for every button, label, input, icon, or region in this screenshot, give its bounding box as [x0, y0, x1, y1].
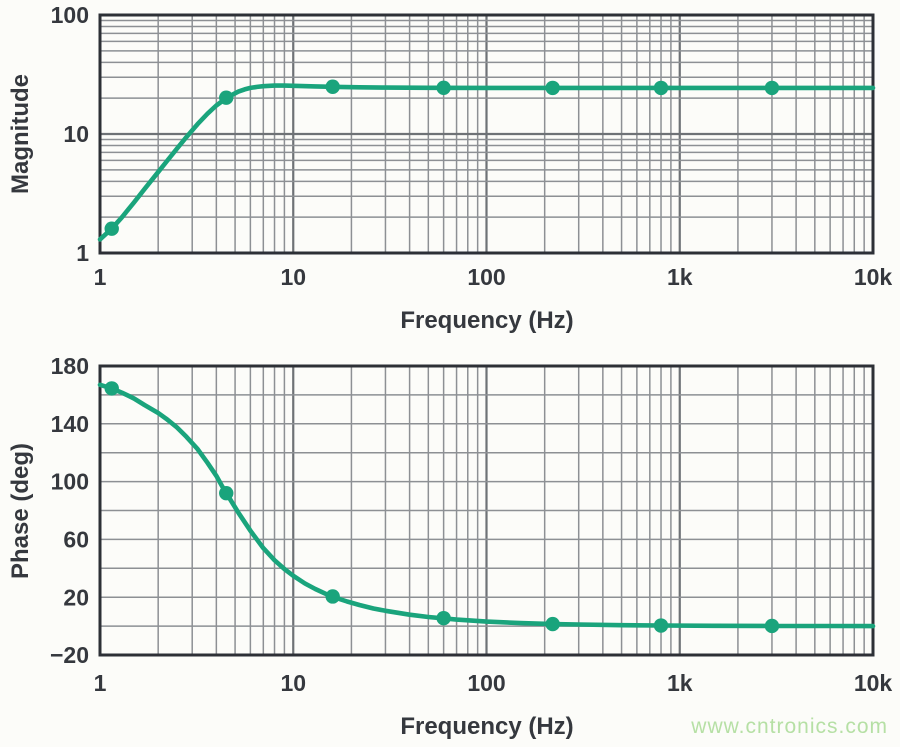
phase-response-data-point-marker — [219, 485, 234, 501]
phase-response-data-point-marker — [764, 618, 780, 634]
phase-response-curve — [97, 382, 876, 629]
phase-response-data-point-marker — [653, 618, 669, 633]
magnitude-response-data-point-marker — [653, 80, 669, 96]
phase-response-data-point-marker — [104, 381, 119, 396]
y-tick-label: 10 — [63, 121, 89, 147]
y-tick-label: 60 — [63, 526, 89, 552]
x-tick-label: 10 — [280, 670, 306, 696]
x-tick-label: 1 — [94, 264, 107, 290]
x-axis-title-frequency-bottom: Frequency (Hz) — [400, 713, 574, 740]
y-tick-label: 140 — [51, 411, 89, 437]
magnitude-response-data-point-marker — [764, 80, 780, 96]
x-axis-title-frequency-top: Frequency (Hz) — [400, 307, 574, 334]
magnitude-response-data-point-marker — [436, 80, 451, 95]
y-axis-title-phase: Phase (deg) — [7, 442, 34, 580]
x-tick-label: 10 — [280, 264, 306, 290]
x-tick-label: 1k — [667, 264, 693, 290]
x-tick-label: 100 — [467, 264, 505, 290]
y-axis-title-magnitude: Magnitude — [7, 74, 34, 194]
phase-response-data-point-marker — [436, 610, 451, 626]
plot-border — [98, 364, 875, 657]
magnitude-response-data-point-marker — [104, 221, 119, 236]
x-tick-label: 10k — [854, 264, 893, 290]
phase-response-data-point-marker — [325, 589, 340, 604]
magnitude-response-data-point-marker — [219, 90, 234, 105]
y-tick-label: −20 — [50, 642, 89, 668]
plot-border — [98, 13, 875, 255]
x-tick-label: 1k — [667, 670, 693, 696]
y-tick-label: 100 — [51, 2, 89, 28]
watermark-text: www.cntronics.com — [691, 715, 888, 738]
phase-response-data-point-marker — [545, 616, 560, 632]
x-tick-label: 100 — [467, 670, 505, 696]
y-tick-label: 1 — [76, 240, 89, 266]
y-tick-label: 20 — [63, 584, 89, 610]
magnitude-response-curve — [97, 83, 876, 242]
y-tick-label: 180 — [51, 353, 89, 379]
x-tick-label: 1 — [94, 670, 107, 696]
x-tick-label: 10k — [854, 670, 893, 696]
magnitude-response-data-point-marker — [545, 80, 560, 96]
magnitude-response-data-point-marker — [325, 79, 340, 94]
y-tick-label: 100 — [51, 469, 89, 495]
